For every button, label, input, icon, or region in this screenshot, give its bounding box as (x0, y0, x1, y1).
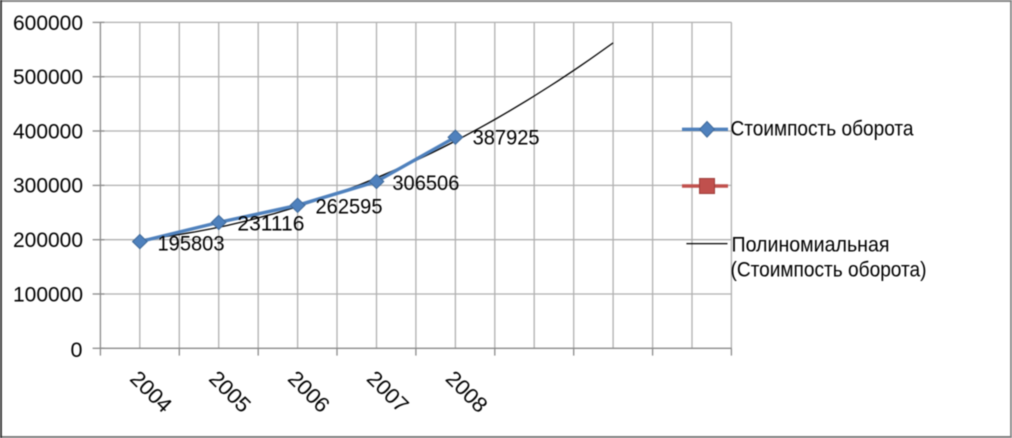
svg-text:200000: 200000 (13, 228, 83, 252)
svg-text:500000: 500000 (13, 65, 83, 89)
svg-text:(Стоимпость оборота): (Стоимпость оборота) (731, 257, 927, 281)
svg-text:306506: 306506 (392, 171, 459, 195)
svg-text:195803: 195803 (158, 232, 225, 256)
svg-text:300000: 300000 (13, 174, 83, 198)
svg-text:387925: 387925 (473, 126, 540, 150)
svg-text:400000: 400000 (13, 119, 83, 143)
svg-text:Полиномиальная: Полиномиальная (732, 232, 890, 256)
svg-text:100000: 100000 (13, 282, 83, 306)
svg-text:Стоимпость оборота: Стоимпость оборота (731, 116, 914, 140)
svg-text:0: 0 (71, 338, 83, 362)
svg-text:262595: 262595 (316, 194, 383, 218)
svg-text:231116: 231116 (237, 212, 304, 236)
svg-text:600000: 600000 (13, 11, 83, 35)
